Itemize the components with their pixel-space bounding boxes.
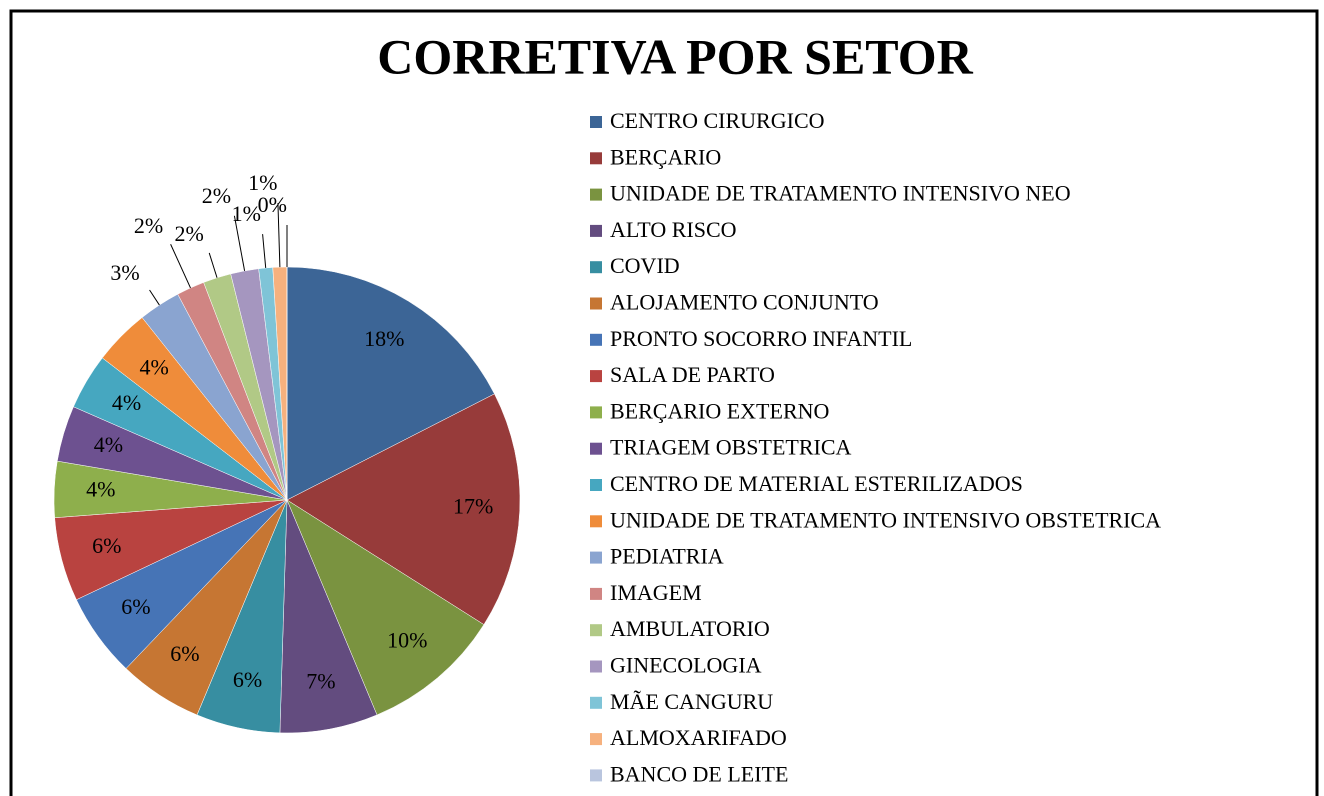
legend-label: UNIDADE DE TRATAMENTO INTENSIVO OBSTETRI… bbox=[610, 507, 1161, 532]
data-label: 6% bbox=[92, 533, 121, 558]
legend-swatch bbox=[590, 297, 602, 310]
legend-swatch bbox=[590, 116, 602, 128]
legend-label: ALTO RISCO bbox=[610, 217, 737, 242]
legend-swatch bbox=[590, 152, 602, 165]
data-label: 1% bbox=[232, 201, 261, 226]
legend-swatch bbox=[590, 660, 602, 673]
leader-line bbox=[208, 252, 218, 278]
data-label: 4% bbox=[86, 477, 115, 502]
data-label: 18% bbox=[364, 326, 404, 351]
data-label: 6% bbox=[233, 667, 262, 692]
legend-swatch bbox=[590, 587, 602, 600]
legend-label: BERÇARIO bbox=[610, 144, 721, 169]
pie-slice bbox=[286, 499, 485, 716]
legend-label: PEDIATRIA bbox=[610, 544, 724, 569]
legend-label: AMBULATORIO bbox=[610, 616, 770, 641]
data-label: 17% bbox=[453, 494, 493, 519]
data-label: 4% bbox=[112, 390, 141, 415]
legend-label: MÃE CANGURU bbox=[610, 689, 773, 714]
legend-label: PRONTO SOCORRO INFANTIL bbox=[610, 326, 912, 351]
data-label: 0% bbox=[258, 192, 287, 217]
leader-line bbox=[277, 203, 281, 268]
legend-label: BANCO DE LEITE bbox=[610, 761, 788, 786]
legend-swatch bbox=[590, 515, 602, 528]
legend-label: SALA DE PARTO bbox=[610, 362, 775, 387]
leader-line bbox=[149, 289, 160, 306]
data-label: 4% bbox=[94, 432, 123, 457]
pie-slice bbox=[286, 266, 495, 501]
legend-label: ALMOXARIFADO bbox=[610, 725, 787, 750]
data-label: 6% bbox=[170, 641, 199, 666]
data-label: 6% bbox=[121, 594, 150, 619]
leader-line bbox=[233, 215, 246, 271]
data-label: 1% bbox=[248, 170, 277, 195]
legend-swatch bbox=[590, 188, 602, 201]
legend-swatch bbox=[590, 370, 602, 383]
legend-label: UNIDADE DE TRATAMENTO INTENSIVO NEO bbox=[610, 181, 1071, 206]
leader-line bbox=[170, 244, 191, 289]
legend-swatch bbox=[590, 696, 602, 709]
legend-label: BERÇARIO EXTERNO bbox=[610, 398, 829, 423]
data-label: 2% bbox=[134, 213, 163, 238]
legend-swatch bbox=[590, 406, 602, 419]
data-label: 4% bbox=[140, 354, 169, 379]
legend-label: CENTRO CIRURGICO bbox=[610, 108, 825, 133]
legend-swatch bbox=[590, 624, 602, 637]
legend-swatch bbox=[590, 733, 602, 746]
legend-swatch bbox=[590, 479, 602, 491]
data-label: 2% bbox=[174, 221, 203, 246]
chart-title: CORRETIVA POR SETOR bbox=[377, 28, 973, 84]
legend-swatch bbox=[590, 261, 602, 274]
data-label: 10% bbox=[387, 627, 427, 652]
data-label: 3% bbox=[110, 260, 139, 285]
legend-label: GINECOLOGIA bbox=[610, 653, 762, 678]
legend-swatch bbox=[590, 333, 602, 346]
data-label: 2% bbox=[202, 183, 231, 208]
legend-swatch bbox=[590, 551, 602, 564]
legend-swatch bbox=[590, 224, 602, 237]
legend-label: COVID bbox=[610, 253, 680, 278]
legend-label: ALOJAMENTO CONJUNTO bbox=[610, 290, 879, 315]
pie-slice bbox=[286, 393, 521, 625]
legend-label: CENTRO DE MATERIAL ESTERILIZADOS bbox=[610, 471, 1023, 496]
leader-line bbox=[262, 234, 267, 269]
legend-swatch bbox=[590, 442, 602, 455]
legend-swatch bbox=[590, 769, 602, 782]
legend-label: IMAGEM bbox=[610, 580, 702, 605]
data-label: 7% bbox=[306, 668, 335, 693]
legend-label: TRIAGEM OBSTETRICA bbox=[610, 435, 852, 460]
